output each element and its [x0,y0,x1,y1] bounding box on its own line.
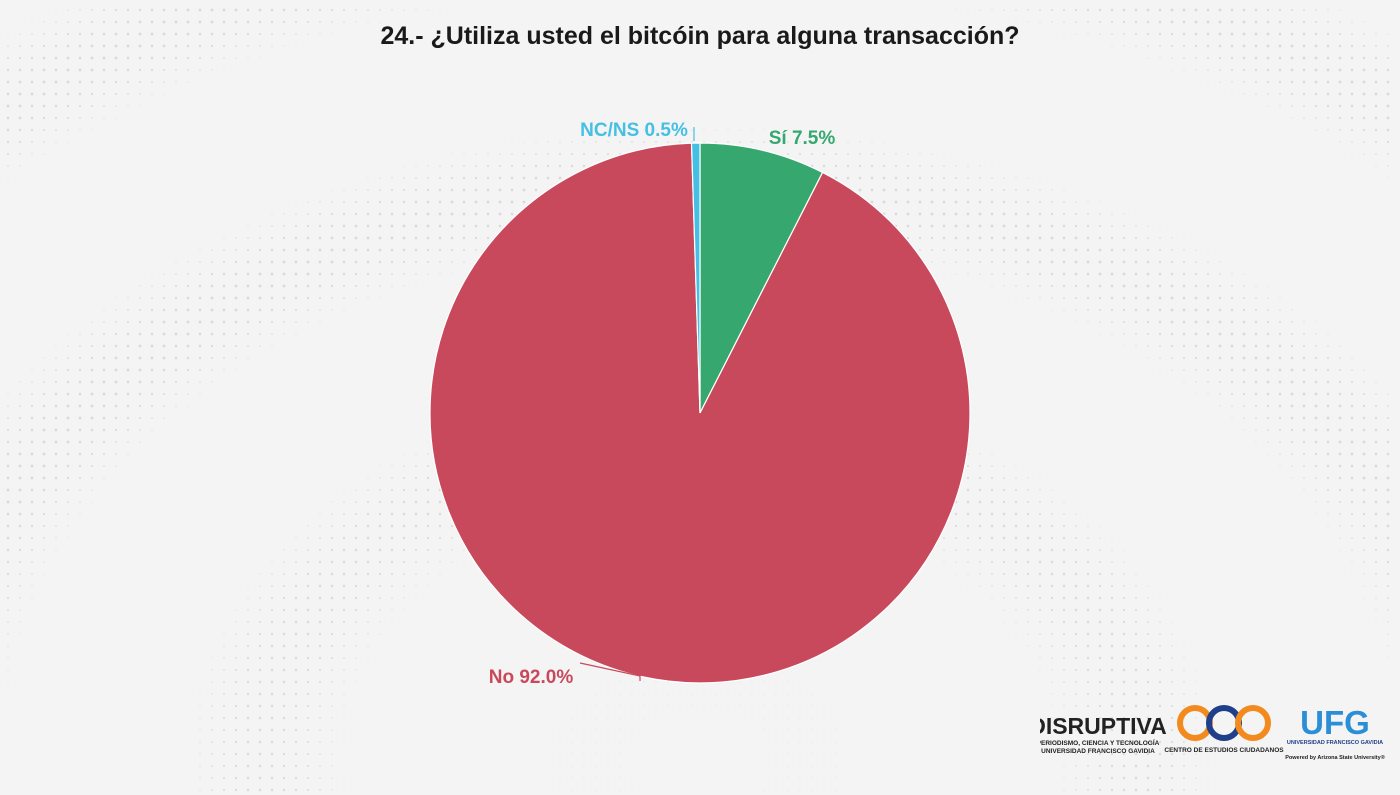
cec-logo-ring-left [1177,705,1213,741]
pie-chart [429,142,971,684]
chart-title: 24.- ¿Utiliza usted el bitcóin para algu… [380,22,1020,50]
data-label-nc-ns: NC/NS 0.5% [580,120,688,141]
ufg-logo-line1: UNIVERSIDAD FRANCISCO GAVIDIA [1287,740,1383,746]
ufg-logo: UFG UNIVERSIDAD FRANCISCO GAVIDIA Powere… [1285,704,1385,761]
data-label-no: No 92.0% [489,667,574,688]
pie-slice-no [429,142,971,684]
data-labels: Sí 7.5% No 92.0% NC/NS 0.5% [489,120,836,688]
cec-logo-caption: CENTRO DE ESTUDIOS CIUDADANOS [1164,747,1284,754]
ufg-logo-line2: Powered by Arizona State University® [1285,754,1385,761]
cec-logo-ring-right [1235,705,1271,741]
ufg-logo-name: UFG [1300,704,1370,741]
disruptiva-logo: DISRUPTIVA PERIODISMO, CIENCIA Y TECNOLO… [1040,713,1167,755]
sponsor-logos: DISRUPTIVA PERIODISMO, CIENCIA Y TECNOLO… [1040,704,1385,761]
pie-slice-s- [699,142,824,414]
cec-logo-ring-middle [1206,705,1242,741]
cec-logo: CENTRO DE ESTUDIOS CIUDADANOS [1164,705,1284,754]
disruptiva-logo-name: DISRUPTIVA [1040,713,1167,739]
leader-line-no [579,662,641,681]
data-label-s-: Sí 7.5% [769,128,836,149]
disruptiva-logo-line1: PERIODISMO, CIENCIA Y TECNOLOGÍA [1040,738,1160,747]
disruptiva-logo-line2: UNIVERSIDAD FRANCISCO GAVIDIA [1041,748,1155,755]
label-leader-lines [579,127,695,681]
pie-slice-nc-ns [690,142,701,414]
